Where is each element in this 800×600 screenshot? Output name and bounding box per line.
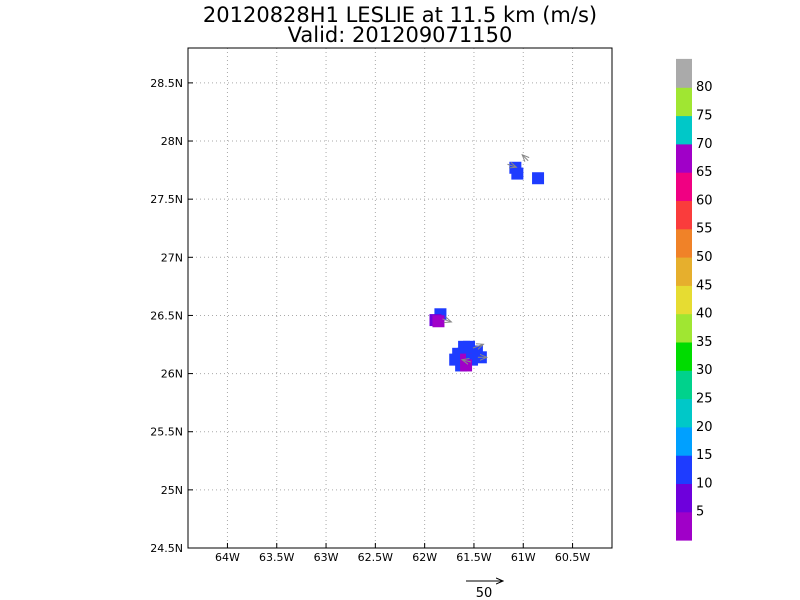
data-cells (429, 161, 545, 372)
colorbar-segment (676, 370, 692, 400)
x-tick-label: 63W (314, 551, 339, 564)
y-tick-label: 28.5N (150, 77, 183, 90)
colorbar-segment (676, 511, 692, 541)
colorbar-segment (676, 455, 692, 484)
y-tick-label: 24.5N (150, 542, 183, 555)
colorbar-label: 10 (696, 476, 713, 491)
x-axis-ticks: 64W 63.5W 63W 62.5W 62W 61.5W 61W 60.5W (215, 543, 590, 564)
colorbar-label: 15 (696, 448, 713, 463)
data-cell (460, 359, 473, 372)
colorbar-segment (676, 143, 692, 173)
colorbar-label: 70 (696, 137, 713, 152)
colorbar-label: 45 (696, 278, 713, 293)
colorbar-label: 25 (696, 392, 713, 407)
wind-vectors (442, 155, 528, 362)
y-tick-label: 25N (161, 484, 183, 497)
colorbar-segment (676, 172, 692, 201)
reference-vector: 50 (466, 581, 503, 600)
colorbar-segment (676, 426, 692, 456)
chart-subtitle: Valid: 201209071150 (288, 23, 513, 47)
x-tick-label: 62W (412, 551, 437, 564)
colorbar-label: 30 (696, 363, 713, 378)
colorbar: 5 10 15 20 25 30 35 40 45 50 55 60 65 70 75 80 (676, 58, 713, 541)
colorbar-segment (676, 398, 692, 428)
colorbar-segment (676, 257, 692, 286)
colorbar-label: 35 (696, 335, 713, 350)
x-tick-label: 62.5W (358, 551, 393, 564)
y-tick-label: 27N (161, 251, 183, 264)
data-cell (511, 167, 524, 180)
colorbar-segment (676, 87, 692, 117)
data-cell (532, 172, 545, 185)
colorbar-label: 60 (696, 193, 713, 208)
wind-vector (462, 360, 472, 362)
y-tick-label: 28N (161, 135, 183, 148)
colorbar-segment (676, 483, 692, 513)
y-tick-label: 26N (161, 368, 183, 381)
data-cell (432, 315, 445, 328)
colorbar-segment (676, 341, 692, 371)
colorbar-label: 20 (696, 420, 713, 435)
wind-vector (472, 344, 484, 348)
y-tick-label: 27.5N (150, 193, 183, 206)
colorbar-label: 65 (696, 165, 713, 180)
colorbar-segment (676, 313, 692, 343)
grid (188, 48, 612, 549)
colorbar-segment (676, 115, 692, 145)
colorbar-segment (676, 200, 692, 230)
wind-vector (442, 319, 451, 322)
x-tick-label: 64W (215, 551, 240, 564)
plot-frame (187, 47, 613, 549)
colorbar-label: 80 (696, 80, 713, 95)
colorbar-label: 5 (696, 505, 704, 520)
y-tick-label: 26.5N (150, 309, 183, 322)
colorbar-label: 50 (696, 250, 713, 265)
y-tick-label: 25.5N (150, 426, 183, 439)
colorbar-segment (676, 58, 692, 88)
reference-vector-label: 50 (476, 586, 493, 600)
x-tick-label: 61W (511, 551, 536, 564)
colorbar-label: 75 (696, 109, 713, 124)
colorbar-label: 40 (696, 307, 713, 322)
chart-title: 20120828H1 LESLIE at 11.5 km (m/s) (203, 3, 597, 27)
y-axis-ticks: 24.5N 25N 25.5N 26N 26.5N 27N 27.5N 28N 28.5N (150, 77, 193, 555)
colorbar-segment (676, 285, 692, 315)
colorbar-segment (676, 228, 692, 258)
wind-vector (522, 155, 528, 161)
colorbar-label: 55 (696, 222, 713, 237)
x-tick-label: 60.5W (555, 551, 590, 564)
x-tick-label: 61.5W (456, 551, 491, 564)
x-tick-label: 63.5W (259, 551, 294, 564)
wind-vector (507, 164, 516, 167)
